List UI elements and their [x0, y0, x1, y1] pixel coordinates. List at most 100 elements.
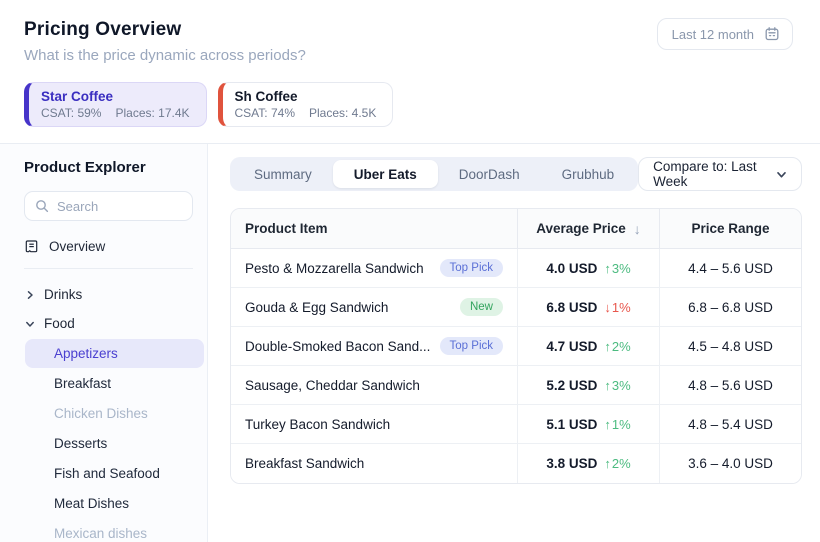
sort-desc-icon[interactable]: ↓: [633, 220, 641, 237]
tab-grubhub[interactable]: Grubhub: [561, 166, 615, 182]
page-title: Pricing Overview: [24, 19, 182, 40]
brand-places: Places: 17.4K: [115, 106, 190, 120]
sidebar-group-drinks[interactable]: Drinks: [25, 280, 207, 309]
tab-uber-eats[interactable]: Uber Eats: [332, 160, 438, 188]
product-name: Sausage, Cheddar Sandwich: [245, 377, 420, 393]
table-header: Product Item Average Price ↓ Price Range: [231, 209, 801, 249]
arrow-up-icon: ↑: [604, 377, 611, 393]
sidebar-item-breakfast[interactable]: Breakfast: [54, 376, 112, 391]
tab-summary[interactable]: Summary: [254, 166, 312, 182]
sidebar-item-mexican-dishes[interactable]: Mexican dishes: [54, 526, 148, 541]
chevron-down-icon: [25, 319, 35, 329]
trend-up: ↑ 3%: [604, 378, 630, 393]
price-range: 4.8 – 5.6 USD: [659, 366, 801, 404]
brand-card-sh-coffee[interactable]: Sh Coffee CSAT: 74% Places: 4.5K: [217, 82, 394, 127]
sidebar-item-appetizers[interactable]: Appetizers: [25, 339, 204, 368]
trend-down: ↓ 1%: [604, 300, 630, 315]
product-explorer-sidebar: Product Explorer Overview: [0, 144, 208, 542]
trend-value: 2%: [611, 456, 631, 471]
trend-value: 3%: [611, 260, 631, 276]
average-price: 5.1 USD: [546, 416, 598, 432]
product-name: Pesto & Mozzarella Sandwich: [245, 260, 424, 276]
column-header-average-price[interactable]: Average Price ↓: [517, 209, 659, 248]
top-pick-badge: Top Pick: [439, 337, 503, 355]
table-row[interactable]: Sausage, Cheddar Sandwich 5.2 USD ↑ 3% 4.…: [231, 366, 801, 405]
sidebar-item-fish-and-seafood[interactable]: Fish and Seafood: [54, 466, 160, 481]
sidebar-divider: [24, 268, 193, 269]
chevron-right-icon: [25, 290, 35, 300]
page-subtitle: What is the price dynamic across periods…: [24, 47, 306, 64]
compare-to-label: Compare to: Last Week: [653, 159, 757, 189]
arrow-up-icon: ↑: [604, 456, 611, 471]
page-header: Pricing Overview What is the price dynam…: [0, 0, 820, 143]
calendar-icon: [764, 26, 780, 42]
brand-card-star-coffee[interactable]: Star Coffee CSAT: 59% Places: 17.4K: [24, 82, 207, 127]
product-name: Double-Smoked Bacon Sand...: [245, 338, 431, 354]
platform-tabs: Summary Uber Eats DoorDash Grubhub: [230, 157, 639, 191]
table-row[interactable]: Breakfast Sandwich 3.8 USD ↑ 2% 3.6 – 4.0…: [231, 444, 801, 483]
report-icon: [24, 239, 39, 254]
trend-value: 2%: [611, 338, 631, 354]
product-name: Breakfast Sandwich: [245, 456, 365, 471]
trend-up: ↑ 2%: [604, 339, 630, 354]
price-range: 4.5 – 4.8 USD: [659, 327, 801, 365]
header-divider: [0, 143, 820, 144]
sidebar-item-meat-dishes[interactable]: Meat Dishes: [54, 496, 130, 511]
sidebar-item-desserts[interactable]: Desserts: [54, 436, 108, 451]
arrow-up-icon: ↑: [604, 416, 611, 432]
column-header-label: Average Price: [536, 221, 626, 236]
arrow-up-icon: ↑: [604, 260, 611, 276]
brand-csat: CSAT: 74%: [234, 106, 295, 120]
arrow-up-icon: ↑: [604, 338, 611, 354]
chevron-down-icon: [776, 169, 787, 180]
pricing-table: Product Item Average Price ↓ Price Range…: [230, 208, 802, 484]
search-box[interactable]: [24, 191, 193, 221]
main-panel: Summary Uber Eats DoorDash Grubhub Compa…: [208, 144, 820, 542]
toolbar: Summary Uber Eats DoorDash Grubhub Compa…: [230, 157, 802, 191]
price-range: 3.6 – 4.0 USD: [659, 444, 801, 483]
sidebar-item-overview[interactable]: Overview: [24, 239, 207, 254]
date-range-label: Last 12 month: [671, 26, 754, 42]
product-name: Gouda & Egg Sandwich: [245, 299, 389, 315]
brand-name: Sh Coffee: [234, 89, 298, 104]
arrow-down-icon: ↓: [604, 299, 611, 315]
sidebar-group-label: Drinks: [44, 287, 83, 302]
top-pick-badge: Top Pick: [439, 259, 503, 277]
table-row[interactable]: Pesto & Mozzarella Sandwich Top Pick 4.0…: [231, 249, 801, 288]
compare-to-dropdown[interactable]: Compare to: Last Week: [638, 157, 802, 191]
table-row[interactable]: Double-Smoked Bacon Sand... Top Pick 4.7…: [231, 327, 801, 366]
price-range: 6.8 – 6.8 USD: [659, 288, 801, 326]
trend-up: ↑ 2%: [604, 456, 630, 471]
date-range-button[interactable]: Last 12 month: [656, 18, 793, 50]
sidebar-food-children: Appetizers Breakfast Chicken Dishes Dess…: [0, 339, 207, 542]
search-input[interactable]: [57, 198, 177, 214]
average-price: 5.2 USD: [546, 377, 598, 393]
table-row[interactable]: Gouda & Egg Sandwich New 6.8 USD ↓ 1% 6.8…: [231, 288, 801, 327]
trend-value: 1%: [611, 299, 631, 315]
brand-cards: Star Coffee CSAT: 59% Places: 17.4K Sh C…: [24, 82, 394, 127]
tab-doordash[interactable]: DoorDash: [458, 166, 520, 182]
sidebar-item-label: Overview: [49, 239, 106, 254]
sidebar-item-chicken-dishes[interactable]: Chicken Dishes: [54, 406, 148, 421]
trend-up: ↑ 3%: [604, 261, 630, 276]
average-price: 4.0 USD: [546, 260, 598, 276]
column-header-product-item: Product Item: [245, 221, 328, 236]
sidebar-group-food[interactable]: Food: [25, 309, 207, 338]
trend-value: 3%: [611, 377, 631, 393]
sidebar-group-label: Food: [44, 316, 75, 331]
brand-name: Star Coffee: [41, 89, 114, 104]
trend-value: 1%: [611, 416, 631, 432]
average-price: 4.7 USD: [546, 338, 598, 354]
average-price: 6.8 USD: [546, 299, 598, 315]
price-range: 4.8 – 5.4 USD: [659, 405, 801, 443]
new-badge: New: [459, 298, 503, 316]
average-price: 3.8 USD: [546, 456, 598, 471]
brand-places: Places: 4.5K: [308, 106, 377, 120]
table-row[interactable]: Turkey Bacon Sandwich 5.1 USD ↑ 1% 4.8 – …: [231, 405, 801, 444]
price-range: 4.4 – 5.6 USD: [659, 249, 801, 287]
trend-up: ↑ 1%: [604, 417, 630, 432]
column-header-price-range: Price Range: [659, 209, 801, 248]
product-name: Turkey Bacon Sandwich: [245, 416, 391, 432]
brand-csat: CSAT: 59%: [41, 106, 102, 120]
